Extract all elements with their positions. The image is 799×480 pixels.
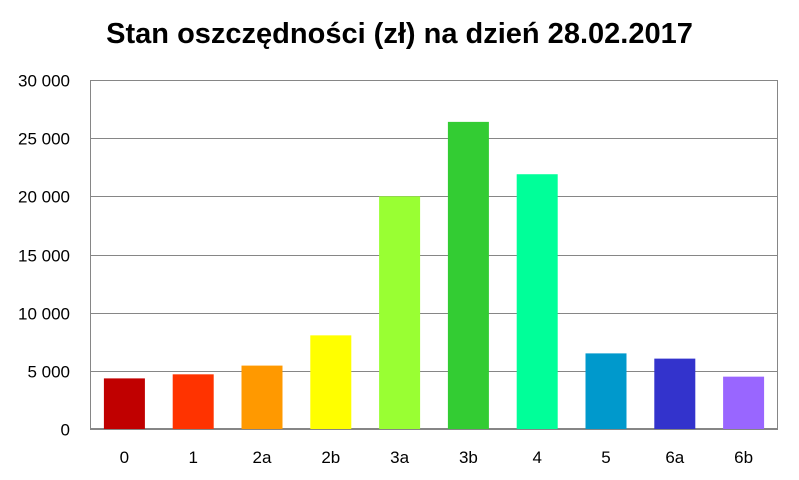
- bar-1: [172, 374, 214, 429]
- bar-5: [585, 353, 627, 429]
- y-tick-label: 25 000: [18, 130, 70, 149]
- x-tick-label: 5: [601, 448, 610, 467]
- y-tick-label: 30 000: [18, 72, 70, 91]
- x-tick-label: 3a: [390, 448, 409, 467]
- plot-area: [90, 80, 778, 429]
- y-tick-label: 20 000: [18, 188, 70, 207]
- bar-2a: [241, 365, 283, 429]
- bar-4: [516, 174, 558, 429]
- x-tick-label: 2a: [253, 448, 272, 467]
- chart-title: Stan oszczędności (zł) na dzień 28.02.20…: [106, 18, 693, 50]
- y-tick-label: 10 000: [18, 305, 70, 324]
- bar-6b: [723, 376, 765, 429]
- x-tick-label: 0: [120, 448, 129, 467]
- bar-0: [103, 378, 145, 429]
- x-tick-label: 4: [532, 448, 541, 467]
- y-tick-label: 15 000: [18, 247, 70, 266]
- x-tick-label: 3b: [459, 448, 478, 467]
- bar-2b: [310, 335, 352, 429]
- y-tick-label: 5 000: [27, 363, 70, 382]
- bar-6a: [654, 358, 696, 429]
- bar-3b: [447, 121, 489, 429]
- x-tick-label: 1: [188, 448, 197, 467]
- x-tick-label: 2b: [321, 448, 340, 467]
- x-tick-label: 6b: [734, 448, 753, 467]
- x-tick-label: 6a: [665, 448, 684, 467]
- bar-3a: [379, 196, 421, 429]
- y-tick-label: 0: [61, 421, 70, 440]
